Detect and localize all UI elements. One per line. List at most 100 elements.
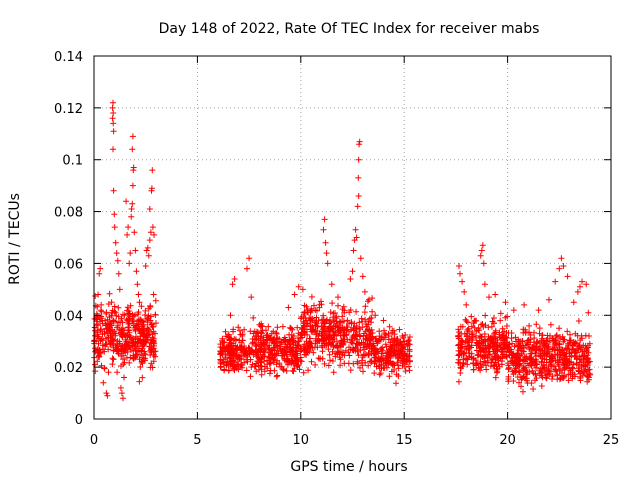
data-point: [456, 351, 463, 358]
data-point: [136, 299, 143, 306]
data-point: [337, 356, 344, 363]
data-point: [231, 367, 238, 374]
data-point: [298, 347, 305, 353]
data-point: [556, 368, 563, 374]
data-point: [539, 355, 546, 362]
data-point: [96, 270, 103, 277]
data-point: [361, 309, 368, 316]
data-point: [97, 326, 104, 333]
data-point: [123, 316, 130, 323]
data-point: [518, 383, 524, 390]
data-point: [456, 333, 463, 339]
data-point: [468, 313, 475, 320]
data-point: [398, 348, 405, 354]
data-point: [135, 291, 142, 298]
data-point: [114, 257, 121, 264]
data-point: [538, 358, 545, 365]
data-point: [396, 340, 403, 347]
data-point: [235, 366, 242, 373]
data-point: [145, 305, 152, 312]
data-point: [349, 346, 356, 353]
data-point: [485, 324, 492, 331]
data-point: [539, 348, 546, 355]
data-point: [152, 297, 159, 304]
data-point: [240, 349, 247, 355]
data-point: [341, 352, 348, 359]
data-point: [479, 340, 485, 347]
data-point: [574, 349, 580, 356]
data-point: [502, 314, 509, 321]
data-point: [482, 337, 489, 344]
data-point: [372, 312, 379, 319]
data-point: [257, 342, 264, 349]
data-point: [104, 316, 111, 323]
data-point: [118, 390, 125, 397]
data-point: [142, 339, 149, 346]
data-point: [470, 366, 477, 373]
data-point: [521, 373, 527, 380]
data-point: [116, 286, 123, 293]
data-point: [111, 303, 118, 310]
data-point: [391, 362, 398, 369]
data-point: [539, 374, 546, 381]
data-point: [459, 278, 466, 285]
data-point: [538, 383, 545, 389]
data-point: [258, 329, 265, 335]
data-point: [533, 344, 540, 351]
data-point: [455, 359, 462, 366]
data-point: [352, 226, 359, 233]
data-point: [124, 307, 130, 314]
data-point: [258, 322, 265, 329]
data-point: [347, 367, 354, 374]
data-point: [267, 335, 274, 341]
data-point: [143, 247, 150, 254]
chart-title: Day 148 of 2022, Rate Of TEC Index for r…: [159, 21, 540, 37]
data-point: [470, 360, 477, 366]
data-point: [220, 359, 227, 365]
data-point: [562, 364, 569, 371]
data-point: [509, 351, 516, 358]
data-point: [110, 318, 117, 325]
data-point: [391, 331, 398, 338]
data-point: [319, 328, 326, 335]
data-point: [371, 370, 378, 377]
data-point: [369, 308, 376, 315]
data-point: [227, 312, 234, 319]
data-point: [129, 146, 136, 153]
data-point: [566, 365, 573, 372]
data-point: [253, 360, 260, 367]
data-point: [260, 337, 267, 344]
data-point: [273, 336, 280, 343]
data-point: [458, 338, 465, 345]
y-tick-label: 0.08: [54, 206, 83, 221]
data-point: [406, 348, 413, 355]
data-point: [241, 326, 248, 333]
data-point: [494, 354, 501, 361]
data-point: [142, 263, 149, 269]
data-point: [217, 348, 224, 355]
data-point: [109, 355, 116, 362]
data-point: [368, 326, 375, 333]
data-point: [310, 349, 317, 356]
data-point: [565, 371, 572, 378]
data-point: [355, 193, 362, 199]
data-point: [560, 349, 567, 356]
data-point: [324, 260, 331, 267]
data-point: [138, 303, 145, 310]
x-tick-label: 25: [603, 433, 620, 448]
data-point: [237, 356, 244, 363]
data-point: [293, 354, 300, 361]
data-point: [132, 339, 139, 346]
data-point: [91, 324, 98, 331]
data-point: [369, 295, 376, 302]
data-point: [577, 346, 584, 353]
data-point: [253, 349, 260, 356]
data-point: [503, 334, 509, 340]
data-point: [142, 307, 149, 314]
data-point: [98, 313, 105, 320]
data-point: [372, 347, 379, 354]
data-point: [253, 335, 260, 342]
data-point: [491, 343, 498, 350]
data-point: [355, 156, 362, 163]
data-point: [137, 317, 144, 324]
